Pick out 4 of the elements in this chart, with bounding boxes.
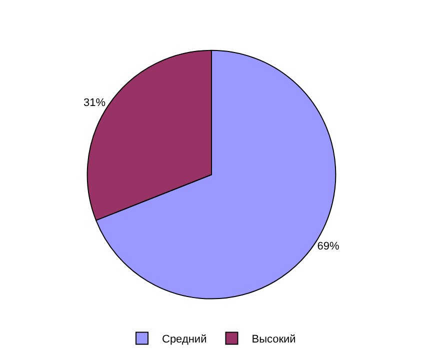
data-label: 69% — [317, 240, 340, 252]
legend-label: Высокий — [252, 334, 296, 346]
data-label: 31% — [84, 96, 106, 109]
legend-label: Средний — [162, 334, 207, 346]
